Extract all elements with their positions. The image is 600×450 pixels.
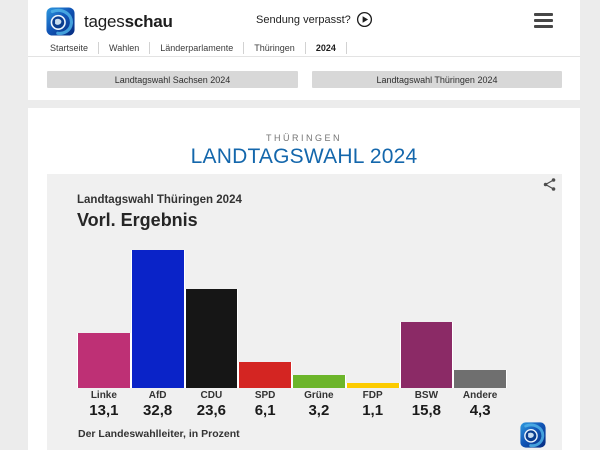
brand-wordmark[interactable]: tagesschau	[84, 12, 173, 32]
breadcrumb-separator	[345, 42, 347, 54]
breadcrumb-separator	[149, 42, 151, 54]
button-landtagswahl-sachsen[interactable]: Landtagswahl Sachsen 2024	[47, 71, 298, 88]
party-value-cdu: 23,6	[196, 402, 226, 419]
bar-linke	[77, 333, 131, 388]
site-header: tagesschau Sendung verpasst? Startseite W…	[28, 0, 580, 100]
bars-row	[77, 248, 507, 388]
party-label-afd: AfD	[148, 390, 167, 401]
party-label-fdp: FDP	[362, 390, 383, 401]
labels-row: Linke AfD CDU SPD Grüne FDP BSW Andere	[77, 390, 507, 401]
party-value-andere: 4,3	[469, 402, 491, 419]
bar-cell-spd	[238, 248, 292, 388]
party-value-fdp: 1,1	[362, 402, 384, 419]
breadcrumb-item-länderparlamente[interactable]: Länderparlamente	[160, 43, 234, 53]
share-icon[interactable]	[542, 177, 557, 192]
sendung-verpasst-label: Sendung verpasst?	[256, 13, 351, 26]
election-result-chart: Landtagswahl Thüringen 2024 Vorl. Ergebn…	[47, 174, 562, 450]
breadcrumb-separator	[243, 42, 245, 54]
party-label-andere: Andere	[462, 390, 498, 401]
breadcrumb-separator	[304, 42, 306, 54]
party-label-bsw: BSW	[414, 390, 439, 401]
page-title: LANDTAGSWAHL 2024	[190, 145, 418, 168]
brand-bold: schau	[124, 12, 173, 31]
party-value-linke: 13,1	[89, 402, 119, 419]
party-value-afd: 32,8	[143, 402, 173, 419]
button-landtagswahl-thueringen[interactable]: Landtagswahl Thüringen 2024	[312, 71, 562, 88]
bar-cell-linke	[77, 248, 131, 388]
bar-grüne	[292, 375, 346, 388]
breadcrumb-separator	[98, 42, 100, 54]
breadcrumb-item-thüringen[interactable]: Thüringen	[254, 43, 295, 53]
chart-subtitle: Vorl. Ergebnis	[77, 210, 198, 230]
chart-title: Landtagswahl Thüringen 2024	[77, 194, 242, 206]
bar-andere	[453, 370, 507, 388]
breadcrumb-item-startseite[interactable]: Startseite	[50, 43, 89, 53]
chart-source: Der Landeswahlleiter, in Prozent	[78, 428, 240, 440]
tagesschau-watermark-icon	[520, 422, 546, 448]
breadcrumb-item-2024[interactable]: 2024	[315, 43, 336, 53]
bar-cdu	[184, 289, 239, 388]
menu-hamburger-icon[interactable]	[534, 13, 553, 31]
party-label-spd: SPD	[254, 390, 276, 401]
breadcrumb: Startseite Wahlen Länderparlamente Thüringe…	[28, 40, 580, 57]
party-label-cdu: CDU	[200, 390, 223, 401]
bar-cell-fdp	[345, 248, 400, 388]
play-icon	[356, 11, 372, 28]
bar-cell-afd	[130, 248, 185, 388]
party-value-grüne: 3,2	[308, 402, 330, 419]
tagesschau-logo-icon[interactable]	[46, 7, 75, 36]
party-label-linke: Linke	[90, 390, 117, 401]
bar-fdp	[345, 383, 400, 388]
bar-cell-grüne	[292, 248, 346, 388]
page-kicker: THÜRINGEN	[266, 133, 342, 143]
bar-afd	[130, 250, 185, 388]
bar-spd	[238, 362, 292, 388]
sendung-verpasst-link[interactable]: Sendung verpasst?	[256, 11, 373, 28]
values-row: 13,1 32,8 23,6 6,1 3,2 1,1 15,8 4,3	[77, 402, 507, 419]
main-content: THÜRINGEN LANDTAGSWAHL 2024 Landtagswahl…	[28, 108, 580, 450]
breadcrumb-item-wahlen[interactable]: Wahlen	[109, 43, 140, 53]
party-value-spd: 6,1	[254, 402, 276, 419]
party-value-bsw: 15,8	[411, 402, 441, 419]
party-label-grüne: Grüne	[304, 390, 334, 401]
bar-cell-bsw	[399, 248, 454, 388]
bar-bsw	[399, 322, 454, 388]
brand-regular: tages	[84, 12, 125, 31]
bar-cell-cdu	[184, 248, 239, 388]
bar-cell-andere	[453, 248, 507, 388]
